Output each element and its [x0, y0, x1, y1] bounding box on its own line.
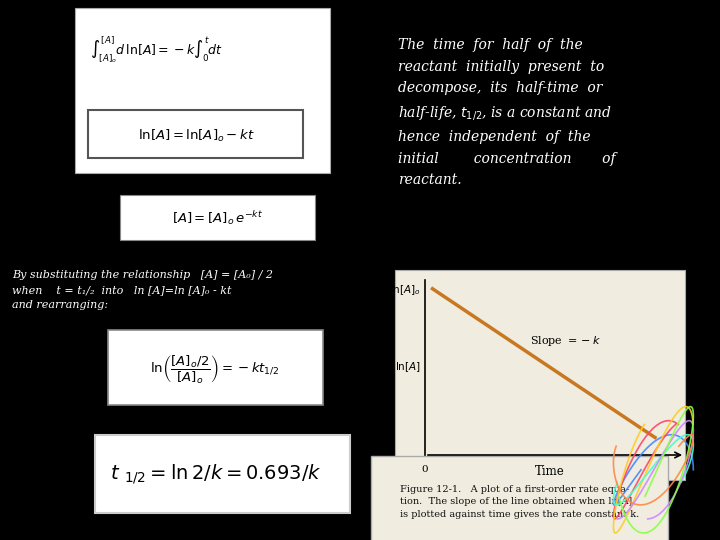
Text: Slope $= -k$: Slope $= -k$: [530, 334, 601, 348]
Bar: [75, 8, 330, 173]
Text: Time: Time: [535, 465, 565, 478]
Bar: [88, 110, 303, 158]
Text: 0: 0: [422, 465, 428, 474]
Text: $[A] = [A]_o\, e^{-kt}$: $[A] = [A]_o\, e^{-kt}$: [172, 209, 264, 227]
Text: Figure 12-1.   A plot of a first-order rate equa-
tion.  The slope of the line o: Figure 12-1. A plot of a first-order rat…: [400, 485, 639, 519]
Bar: [395, 270, 685, 480]
Bar: [95, 435, 350, 513]
Text: $\ln[A]_o$: $\ln[A]_o$: [390, 284, 421, 298]
Text: By substituting the relationship   [A] = [A₀] / 2
when    t = t₁/₂  into   ln [A: By substituting the relationship [A] = […: [12, 270, 273, 309]
Text: The  time  for  half  of  the
reactant  initially  present  to
decompose,  its  : The time for half of the reactant initia…: [398, 38, 616, 187]
Bar: [120, 195, 315, 240]
Text: $\int_{[A]_o}^{[A]} d\,\ln[A] = -k\int_{0}^{t} dt$: $\int_{[A]_o}^{[A]} d\,\ln[A] = -k\int_{…: [90, 35, 223, 65]
Bar: [108, 330, 323, 405]
Text: $t \ _{1/2} = \ln 2/k = 0.693/k$: $t \ _{1/2} = \ln 2/k = 0.693/k$: [110, 462, 322, 486]
Text: $\ln\!\left(\dfrac{[A]_o/2}{[A]_o}\right) = -kt_{1/2}$: $\ln\!\left(\dfrac{[A]_o/2}{[A]_o}\right…: [150, 354, 280, 386]
Text: $\ln[A]$: $\ln[A]$: [395, 361, 421, 374]
Text: $\ln[A] = \ln[A]_o - kt$: $\ln[A] = \ln[A]_o - kt$: [138, 128, 254, 144]
